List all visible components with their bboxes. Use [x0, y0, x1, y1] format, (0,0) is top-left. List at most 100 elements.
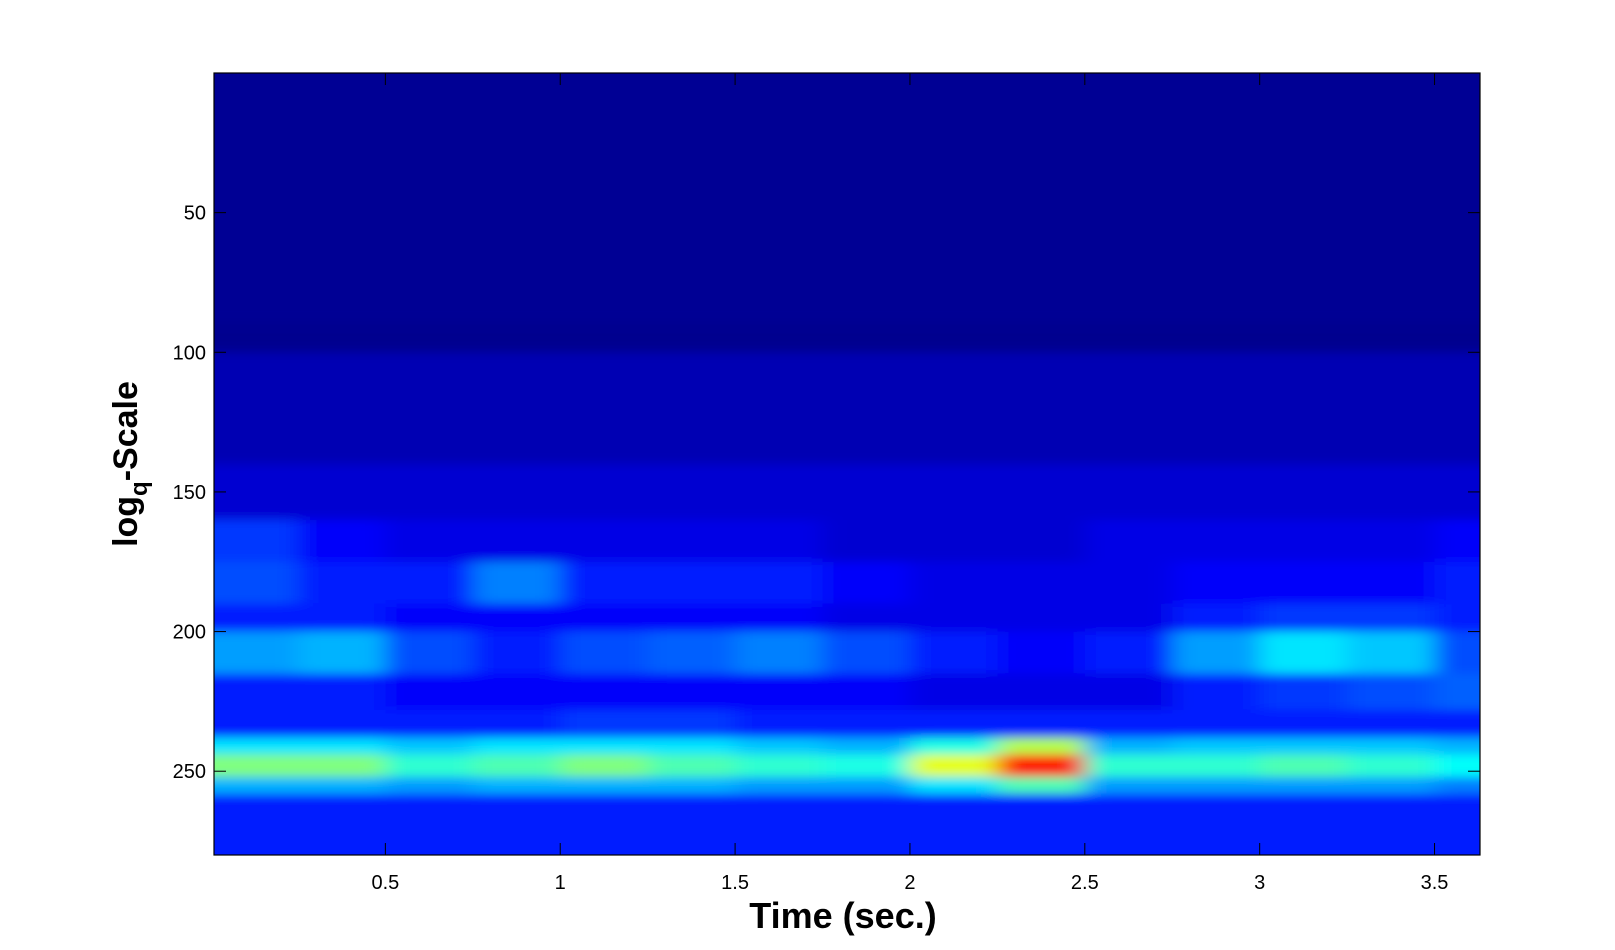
heat-cell — [1259, 561, 1349, 605]
heat-cell — [1347, 709, 1436, 739]
heat-cell — [1172, 709, 1261, 739]
heat-cell — [560, 603, 649, 633]
heat-cell — [1084, 464, 1174, 521]
heat-cell — [997, 352, 1086, 465]
plot-frame — [213, 72, 1481, 856]
heat-cell — [647, 73, 737, 324]
x-tick-label: 3.5 — [1421, 872, 1449, 894]
heat-cell — [297, 464, 387, 521]
heat-cell — [1434, 561, 1480, 605]
heat-cell — [647, 776, 737, 795]
heat-cell — [214, 709, 299, 739]
heat-cell — [735, 793, 824, 855]
heat-cell — [560, 793, 649, 855]
heat-cell — [997, 776, 1086, 795]
heat-cell — [385, 709, 474, 739]
heat-cell — [909, 793, 999, 855]
heat-cell — [1434, 603, 1480, 633]
heat-cell — [1084, 519, 1174, 563]
y-label-part: log — [107, 496, 145, 547]
heat-cell — [385, 793, 474, 855]
heat-cell — [1259, 603, 1349, 633]
heat-cell — [1259, 754, 1349, 778]
heat-cell — [997, 464, 1086, 521]
heat-cell — [647, 603, 737, 633]
heat-cell — [997, 561, 1086, 605]
heat-cell — [1259, 464, 1349, 521]
heat-cell — [1347, 519, 1436, 563]
heat-cell — [214, 754, 299, 778]
heat-cell — [472, 776, 562, 795]
heat-cell — [472, 673, 562, 711]
heat-cell — [909, 561, 999, 605]
heat-cell — [1434, 737, 1480, 756]
heat-cell — [297, 519, 387, 563]
heat-cell — [822, 631, 911, 675]
heat-cell — [385, 352, 474, 465]
x-tick-label: 2 — [904, 872, 915, 894]
heat-cell — [1347, 352, 1436, 465]
heat-cell — [822, 603, 911, 633]
heat-cell — [1259, 793, 1349, 855]
heat-cell — [297, 561, 387, 605]
heat-cell — [385, 754, 474, 778]
heat-cell — [1172, 73, 1261, 324]
y-axis-label: logq-Scale — [107, 381, 153, 547]
heat-cell — [1347, 631, 1436, 675]
heat-cell — [214, 737, 299, 756]
heat-cell — [1347, 737, 1436, 756]
heat-cell — [385, 776, 474, 795]
heat-cell — [1434, 709, 1480, 739]
x-tick-label: 3 — [1254, 872, 1265, 894]
heat-cell — [385, 464, 474, 521]
y-tick-label: 150 — [173, 482, 206, 504]
heat-cell — [647, 793, 737, 855]
heat-cell — [472, 754, 562, 778]
heat-cell — [1172, 631, 1261, 675]
heat-cell — [385, 561, 474, 605]
axes: 0.5 1 1.5 2 2.5 3 3.5 50 100 150 200 250 — [173, 72, 1481, 894]
heat-cell — [822, 352, 911, 465]
heat-cell — [472, 737, 562, 756]
heat-cell — [997, 603, 1086, 633]
heat-cell — [472, 603, 562, 633]
heat-cell — [1172, 673, 1261, 711]
heat-cell — [997, 709, 1086, 739]
heat-cell — [560, 673, 649, 711]
heat-cell — [472, 73, 562, 324]
heat-cell — [297, 352, 387, 465]
heat-cell — [1172, 754, 1261, 778]
heat-cell — [1347, 603, 1436, 633]
heat-cell — [1084, 352, 1174, 465]
heat-cell — [822, 464, 911, 521]
heat-cell — [1084, 603, 1174, 633]
heat-cell — [1172, 519, 1261, 563]
heat-cell — [822, 754, 911, 778]
y-label-subscript: q — [126, 481, 153, 496]
heat-cell — [997, 793, 1086, 855]
heat-cell — [1347, 464, 1436, 521]
y-tick-label: 200 — [173, 622, 206, 644]
heatmap — [214, 73, 1480, 855]
heat-cell — [735, 352, 824, 465]
heat-cell — [735, 464, 824, 521]
heat-cell — [822, 737, 911, 756]
heat-cell — [560, 776, 649, 795]
heat-cell — [1172, 352, 1261, 465]
heat-cell — [297, 737, 387, 756]
heat-cell — [472, 464, 562, 521]
heat-cell — [735, 561, 824, 605]
heat-cell — [735, 73, 824, 324]
heat-cell — [297, 73, 387, 324]
heat-cell — [385, 737, 474, 756]
heat-cell — [1434, 673, 1480, 711]
heat-cell — [385, 603, 474, 633]
heat-cell — [1434, 352, 1480, 465]
heat-cell — [1434, 793, 1480, 855]
heat-cell — [735, 519, 824, 563]
heat-cell — [909, 776, 999, 795]
heat-cell — [822, 561, 911, 605]
heat-cell — [1084, 561, 1174, 605]
x-tick-label: 2.5 — [1071, 872, 1099, 894]
heat-cell — [647, 737, 737, 756]
